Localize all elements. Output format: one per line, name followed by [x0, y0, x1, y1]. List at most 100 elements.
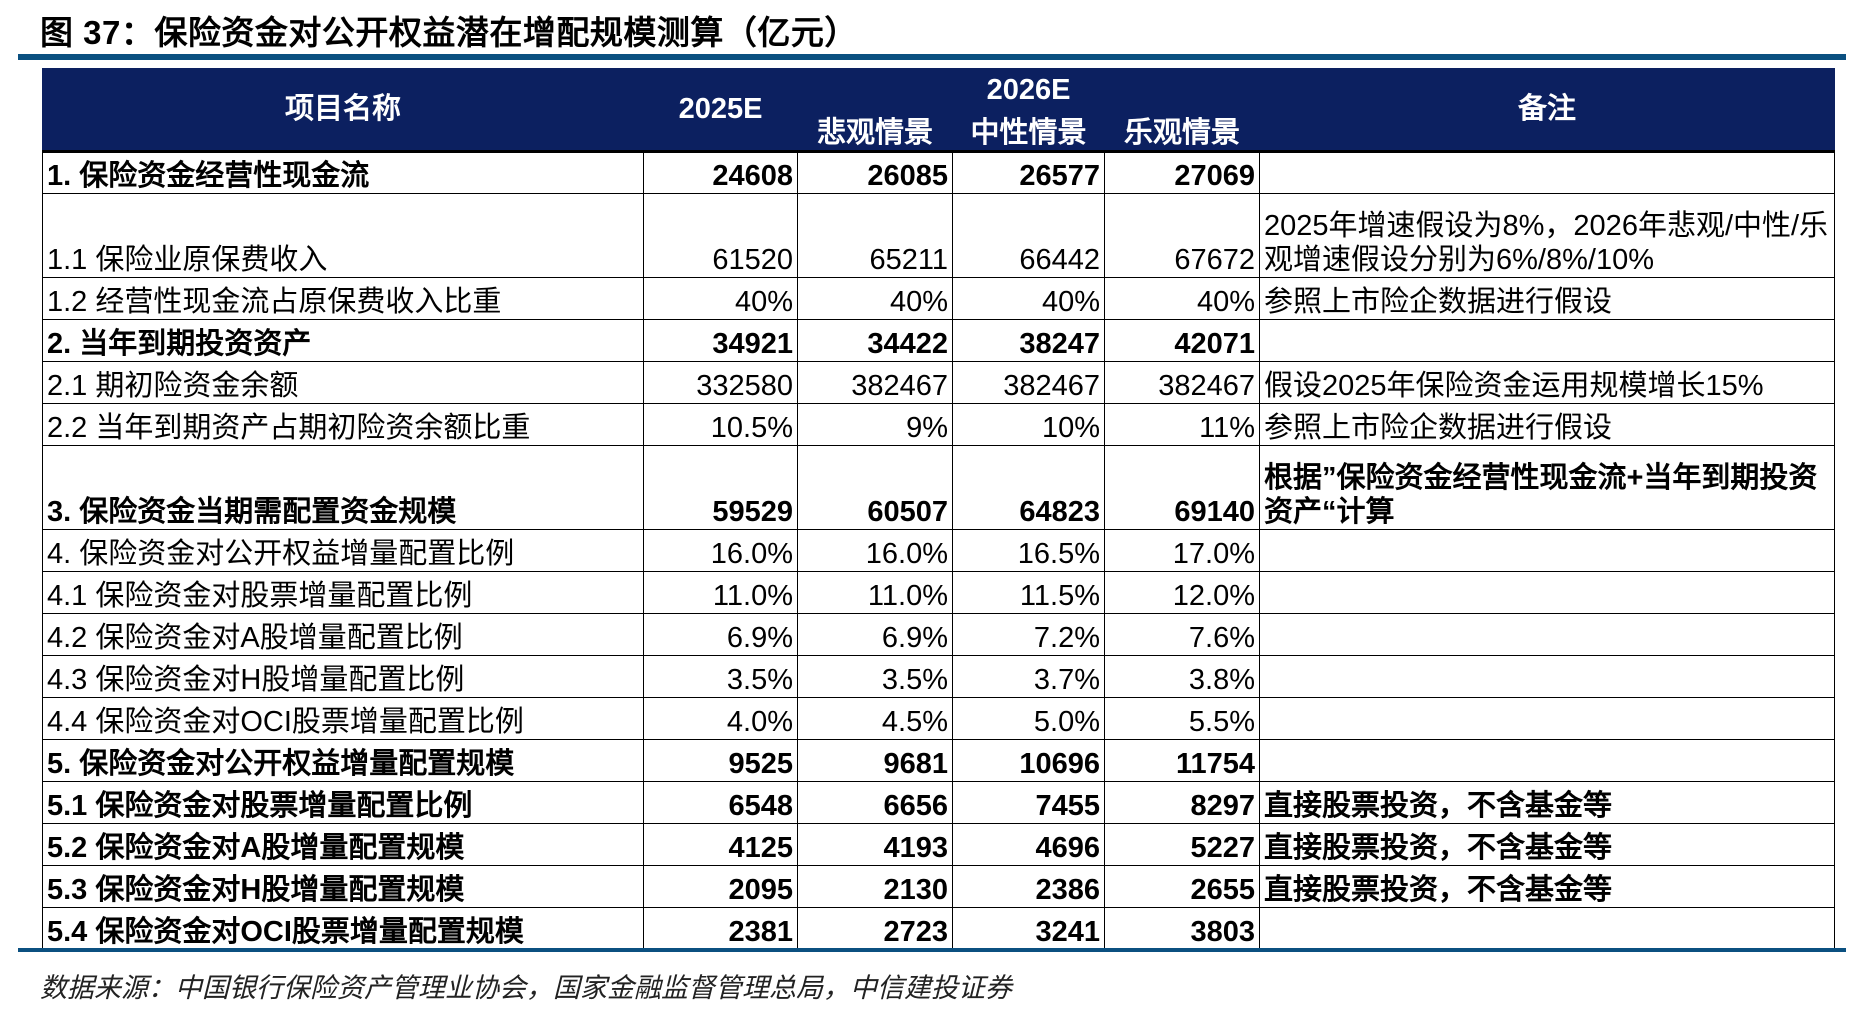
row-value: 11%	[1104, 403, 1260, 446]
row-note	[1259, 529, 1835, 572]
table-row: 5.4 保险资金对OCI股票增量配置规模 2381 2723 3241 3803	[42, 907, 1835, 950]
row-value: 5227	[1104, 823, 1260, 866]
row-value: 3.8%	[1104, 655, 1260, 698]
bottom-rule	[18, 948, 1846, 952]
row-value: 2386	[952, 865, 1105, 908]
row-name: 4. 保险资金对公开权益增量配置比例	[42, 529, 644, 572]
row-value: 6548	[643, 781, 798, 824]
row-value: 64823	[952, 445, 1105, 530]
row-note: 假设2025年保险资金运用规模增长15%	[1259, 361, 1835, 404]
row-value: 11.0%	[643, 571, 798, 614]
header-note: 备注	[1259, 68, 1835, 152]
row-value: 3.7%	[952, 655, 1105, 698]
figure-title: 图 37：保险资金对公开权益潜在增配规模测算（亿元）	[40, 14, 858, 51]
row-value: 26577	[952, 150, 1105, 194]
row-value: 40%	[797, 277, 953, 320]
header-2025: 2025E	[643, 68, 798, 152]
table-row: 5. 保险资金对公开权益增量配置规模 9525 9681 10696 11754	[42, 739, 1835, 782]
row-value: 24608	[643, 150, 798, 194]
row-value: 9525	[643, 739, 798, 782]
table-row: 1. 保险资金经营性现金流 24608 26085 26577 27069	[42, 150, 1835, 194]
row-name: 4.1 保险资金对股票增量配置比例	[42, 571, 644, 614]
row-value: 69140	[1104, 445, 1260, 530]
row-value: 42071	[1104, 319, 1260, 362]
row-value: 4696	[952, 823, 1105, 866]
row-note	[1259, 613, 1835, 656]
row-value: 3.5%	[643, 655, 798, 698]
row-note: 2025年增速假设为8%，2026年悲观/中性/乐观增速假设分别为6%/8%/1…	[1259, 193, 1835, 278]
row-value: 332580	[643, 361, 798, 404]
row-note: 直接股票投资，不含基金等	[1259, 865, 1835, 908]
row-name: 4.3 保险资金对H股增量配置比例	[42, 655, 644, 698]
row-value: 6656	[797, 781, 953, 824]
row-name: 2. 当年到期投资资产	[42, 319, 644, 362]
top-rule	[18, 54, 1846, 60]
table-row: 5.1 保险资金对股票增量配置比例 6548 6656 7455 8297 直接股票投资，…	[42, 781, 1835, 824]
row-note: 参照上市险企数据进行假设	[1259, 403, 1835, 446]
row-value: 40%	[1104, 277, 1260, 320]
row-value: 382467	[1104, 361, 1260, 404]
row-value: 3803	[1104, 907, 1260, 950]
row-name: 5.2 保险资金对A股增量配置规模	[42, 823, 644, 866]
row-value: 6.9%	[643, 613, 798, 656]
table-row: 4. 保险资金对公开权益增量配置比例 16.0% 16.0% 16.5% 17.0%	[42, 529, 1835, 572]
header-item: 项目名称	[42, 68, 644, 152]
row-value: 10%	[952, 403, 1105, 446]
row-name: 5.4 保险资金对OCI股票增量配置规模	[42, 907, 644, 950]
data-table: 项目名称 2025E 2026E 备注 悲观情景 中性情景 乐观情景 1. 保险…	[42, 68, 1835, 950]
row-value: 4193	[797, 823, 953, 866]
row-value: 9681	[797, 739, 953, 782]
header-2026: 2026E	[797, 68, 1260, 108]
row-value: 11.0%	[797, 571, 953, 614]
row-note	[1259, 571, 1835, 614]
row-value: 382467	[797, 361, 953, 404]
header-pessimistic: 悲观情景	[797, 107, 953, 152]
table-row: 3. 保险资金当期需配置资金规模 59529 60507 64823 69140 根据”保…	[42, 445, 1835, 530]
row-note	[1259, 697, 1835, 740]
row-value: 4.0%	[643, 697, 798, 740]
row-value: 2130	[797, 865, 953, 908]
row-name: 1.2 经营性现金流占原保费收入比重	[42, 277, 644, 320]
row-value: 60507	[797, 445, 953, 530]
row-value: 3241	[952, 907, 1105, 950]
row-value: 67672	[1104, 193, 1260, 278]
row-note: 根据”保险资金经营性现金流+当年到期投资资产“计算	[1259, 445, 1835, 530]
row-value: 7.2%	[952, 613, 1105, 656]
row-value: 66442	[952, 193, 1105, 278]
row-value: 8297	[1104, 781, 1260, 824]
row-value: 7455	[952, 781, 1105, 824]
table-row: 4.2 保险资金对A股增量配置比例 6.9% 6.9% 7.2% 7.6%	[42, 613, 1835, 656]
row-note: 参照上市险企数据进行假设	[1259, 277, 1835, 320]
row-value: 16.0%	[797, 529, 953, 572]
row-value: 11.5%	[952, 571, 1105, 614]
row-value: 26085	[797, 150, 953, 194]
table-row: 4.1 保险资金对股票增量配置比例 11.0% 11.0% 11.5% 12.0%	[42, 571, 1835, 614]
row-note: 直接股票投资，不含基金等	[1259, 823, 1835, 866]
row-value: 5.0%	[952, 697, 1105, 740]
table-row: 4.3 保险资金对H股增量配置比例 3.5% 3.5% 3.7% 3.8%	[42, 655, 1835, 698]
row-value: 11754	[1104, 739, 1260, 782]
row-value: 6.9%	[797, 613, 953, 656]
source-note: 数据来源：中国银行保险资产管理业协会，国家金融监督管理总局，中信建投证券	[40, 973, 1012, 1003]
row-value: 17.0%	[1104, 529, 1260, 572]
row-note	[1259, 739, 1835, 782]
table-row: 1.1 保险业原保费收入 61520 65211 66442 67672 2025年增速假…	[42, 193, 1835, 278]
row-value: 16.5%	[952, 529, 1105, 572]
row-name: 5.1 保险资金对股票增量配置比例	[42, 781, 644, 824]
row-note	[1259, 907, 1835, 950]
row-name: 2.2 当年到期资产占期初险资余额比重	[42, 403, 644, 446]
row-value: 10696	[952, 739, 1105, 782]
row-name: 3. 保险资金当期需配置资金规模	[42, 445, 644, 530]
row-value: 2723	[797, 907, 953, 950]
table-row: 1.2 经营性现金流占原保费收入比重 40% 40% 40% 40% 参照上市险企数据进行…	[42, 277, 1835, 320]
row-name: 5. 保险资金对公开权益增量配置规模	[42, 739, 644, 782]
table-row: 2.2 当年到期资产占期初险资余额比重 10.5% 9% 10% 11% 参照上市险企数据…	[42, 403, 1835, 446]
row-note	[1259, 150, 1835, 194]
row-value: 2095	[643, 865, 798, 908]
row-value: 7.6%	[1104, 613, 1260, 656]
row-value: 65211	[797, 193, 953, 278]
row-value: 40%	[643, 277, 798, 320]
row-value: 5.5%	[1104, 697, 1260, 740]
table-row: 4.4 保险资金对OCI股票增量配置比例 4.0% 4.5% 5.0% 5.5%	[42, 697, 1835, 740]
row-name: 4.4 保险资金对OCI股票增量配置比例	[42, 697, 644, 740]
